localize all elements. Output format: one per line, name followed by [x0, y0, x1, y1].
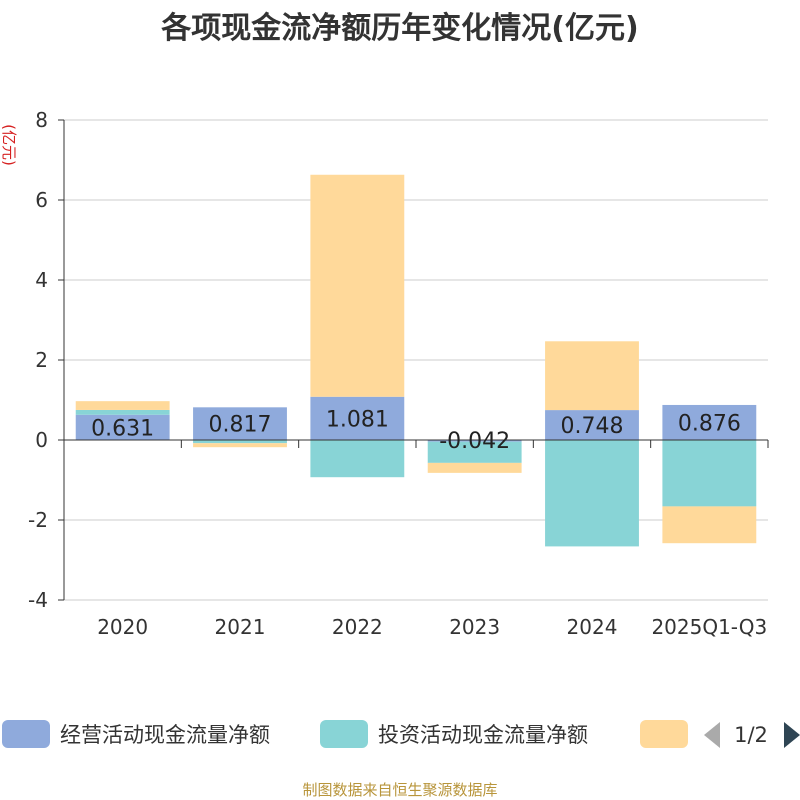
axes: -4 -2 0 2 4 6 8 2020 2021 2022 2023 2024 2025Q1-Q3 — [28, 108, 769, 639]
bar-segment — [662, 440, 757, 507]
bar-segment — [545, 440, 639, 547]
y-tick-label: -4 — [28, 588, 48, 612]
y-tick-label: 2 — [35, 348, 48, 372]
data-label: 1.081 — [326, 407, 389, 432]
x-tick-label: 2021 — [215, 615, 266, 639]
y-tick-label: 6 — [35, 188, 48, 212]
bars — [75, 174, 757, 547]
bar-segment — [193, 407, 287, 440]
x-tick-label: 2020 — [97, 615, 148, 639]
bar-segment — [662, 404, 757, 440]
legend-label: 经营活动现金流量净额 — [60, 723, 270, 747]
y-axis-unit: (亿元) — [0, 124, 18, 166]
x-tick-label: 2022 — [332, 615, 383, 639]
data-label: -0.042 — [439, 429, 510, 454]
data-label: 0.876 — [678, 411, 741, 436]
legend-swatch — [640, 720, 688, 748]
bar-segment — [310, 396, 405, 440]
legend-page-indicator: 1/2 — [734, 723, 768, 747]
bar-segment — [310, 440, 405, 478]
y-tick-label: 8 — [35, 108, 48, 132]
chart-title: 各项现金流净额历年变化情况(亿元) — [160, 11, 638, 46]
bar-segment — [193, 440, 287, 444]
legend: 经营活动现金流量净额 投资活动现金流量净额 1/2 — [2, 720, 800, 748]
bar-segment — [427, 462, 522, 473]
x-tick-label: 2024 — [567, 615, 618, 639]
bar-segment — [193, 443, 287, 448]
bar-segment — [75, 409, 170, 415]
bar-segment — [310, 174, 405, 397]
bar-segment — [662, 506, 757, 544]
bar-segment — [545, 341, 639, 411]
y-tick-label: 0 — [35, 428, 48, 452]
bar-segment — [75, 414, 170, 440]
data-label: 0.748 — [561, 414, 624, 439]
grid-lines — [64, 119, 768, 601]
source-note: 制图数据来自恒生聚源数据库 — [302, 781, 497, 799]
legend-swatch — [320, 720, 368, 748]
data-labels: 0.631 0.817 1.081 -0.042 0.748 0.876 — [91, 407, 741, 454]
bar-segment — [427, 440, 522, 442]
data-label: 0.817 — [209, 413, 272, 438]
y-tick-label: -2 — [28, 508, 48, 532]
bar-segment — [75, 401, 170, 410]
y-tick-label: 4 — [35, 268, 48, 292]
legend-label: 投资活动现金流量净额 — [378, 723, 588, 747]
bar-segment — [545, 410, 639, 440]
chevron-left-icon[interactable] — [704, 722, 720, 748]
x-tick-label: 2025Q1-Q3 — [651, 615, 767, 639]
legend-swatch — [2, 720, 50, 748]
x-tick-label: 2023 — [449, 615, 500, 639]
bar-segment — [427, 441, 522, 463]
chevron-right-icon[interactable] — [784, 722, 800, 748]
data-label: 0.631 — [91, 416, 154, 441]
